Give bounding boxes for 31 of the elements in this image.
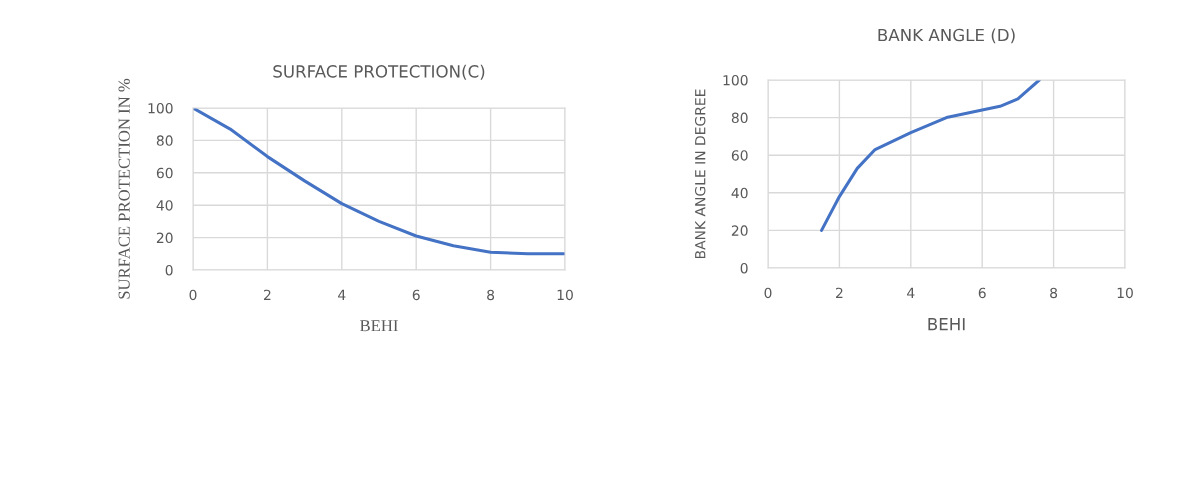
x-axis-title: BEHI <box>928 318 965 331</box>
x-tick-label: 6 <box>412 289 420 301</box>
y-tick-label: 0 <box>740 262 748 274</box>
y-tick-label: 40 <box>156 200 173 211</box>
y-tick-label: 60 <box>156 167 173 179</box>
y-tick-label: 0 <box>165 264 173 276</box>
chart-title: SURFACE PROTECTION(C) <box>273 64 485 80</box>
x-tick-label: 4 <box>338 289 346 300</box>
y-tick-label: 80 <box>731 112 748 124</box>
y-tick-label: 60 <box>731 150 748 161</box>
x-tick-label: 10 <box>1117 287 1133 299</box>
x-tick-label: 2 <box>264 289 271 300</box>
x-tick-label: 0 <box>764 287 772 299</box>
y-tick-label: 20 <box>731 225 748 236</box>
y-tick-label: 40 <box>731 187 748 199</box>
x-tick-label: 10 <box>557 289 573 301</box>
x-tick-label: 2 <box>836 287 843 298</box>
y-tick-label: 100 <box>148 102 173 114</box>
x-tick-label: 6 <box>978 287 986 299</box>
x-tick-label: 8 <box>487 289 495 301</box>
y-axis-title: BANK ANGLE IN DEGREE <box>694 89 706 259</box>
line-series <box>820 80 1041 232</box>
chart-title: BANK ANGLE (D) <box>878 28 1015 44</box>
y-tick-label: 80 <box>156 135 173 146</box>
y-tick-label: 100 <box>723 74 748 86</box>
y-tick-label: 20 <box>156 232 173 244</box>
x-axis-title: BEHI <box>360 320 398 332</box>
x-tick-label: 4 <box>907 287 915 298</box>
x-tick-label: 8 <box>1050 287 1058 299</box>
y-axis-title: SURFACE PROTECTION IN % <box>118 78 130 299</box>
x-tick-label: 0 <box>189 289 197 301</box>
